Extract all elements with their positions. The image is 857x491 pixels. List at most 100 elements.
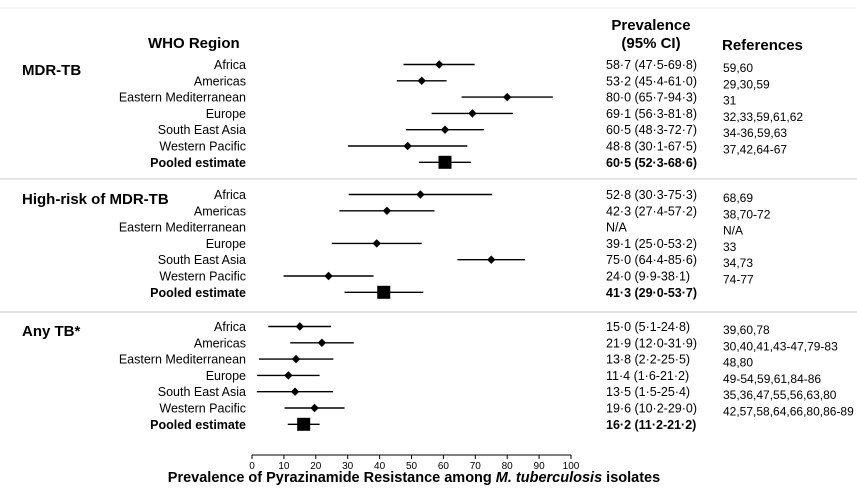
- region-label: Europe: [206, 237, 246, 251]
- x-tick-label: 100: [563, 461, 580, 472]
- reference-list: 29,30,59: [723, 77, 770, 91]
- reference-list: 48,80: [723, 356, 753, 370]
- point-estimate-diamond: [290, 387, 300, 396]
- region-label: Africa: [214, 188, 246, 202]
- reference-list: 30,40,41,43-47,79-83: [723, 339, 838, 353]
- prevalence-value: 19·6 (10·2-29·0): [606, 402, 697, 416]
- header-ci: (95% CI): [621, 35, 680, 52]
- point-estimate-diamond: [295, 322, 305, 331]
- x-axis-label-part: Prevalence of Pyrazinamide Resistance am…: [168, 470, 496, 486]
- point-estimate-diamond: [317, 338, 327, 347]
- point-estimate-diamond: [382, 206, 392, 215]
- prevalence-value: 48·8 (30·1-67·5): [606, 140, 697, 154]
- point-estimate-diamond: [416, 190, 425, 199]
- reference-list: 74-77: [723, 273, 754, 287]
- prevalence-value: 60·5 (52·3-68·6): [606, 156, 697, 170]
- x-tick-label: 50: [406, 461, 418, 472]
- point-estimate-diamond: [487, 255, 496, 264]
- prevalence-value: 42·3 (27·4-57·2): [606, 204, 697, 218]
- region-label: Western Pacific: [159, 270, 246, 284]
- pooled-label: Pooled estimate: [150, 156, 246, 170]
- region-label: Americas: [194, 336, 246, 350]
- prevalence-value: 58·7 (47·5-69·8): [606, 58, 697, 72]
- region-label: Africa: [214, 58, 246, 72]
- x-tick-label: 80: [502, 461, 514, 472]
- x-axis-label-part: M. tuberculosis: [496, 470, 602, 486]
- pooled-label: Pooled estimate: [150, 418, 246, 432]
- prevalence-value: 13·8 (2·2-25·5): [606, 353, 690, 367]
- prevalence-value: 75·0 (64·4-85·6): [606, 253, 697, 267]
- reference-list: 39,60,78: [723, 323, 770, 337]
- reference-list: 59,60: [723, 61, 753, 75]
- point-estimate-diamond: [468, 109, 477, 118]
- reference-list: 42,57,58,64,66,80,86-89: [723, 405, 854, 419]
- region-label: Western Pacific: [159, 402, 246, 416]
- pooled-label: Pooled estimate: [150, 286, 246, 300]
- group-title: Any TB*: [22, 323, 81, 340]
- point-estimate-diamond: [435, 60, 444, 69]
- reference-list: 33: [723, 240, 737, 254]
- prevalence-value: 69·1 (56·3-81·8): [606, 107, 697, 121]
- point-estimate-diamond: [324, 271, 333, 281]
- group-title: MDR-TB: [22, 62, 81, 79]
- region-label: Africa: [214, 320, 246, 334]
- pooled-square: [438, 155, 452, 169]
- reference-list: 34,73: [723, 256, 753, 270]
- reference-list: 31: [723, 94, 737, 108]
- prevalence-value: 60·5 (48·3-72·7): [606, 123, 697, 137]
- region-label: Eastern Mediterranean: [119, 221, 246, 235]
- reference-list: 32,33,59,61,62: [723, 110, 803, 124]
- region-label: Americas: [194, 74, 246, 88]
- point-estimate-diamond: [291, 354, 301, 364]
- reference-list: N/A: [723, 224, 743, 238]
- prevalence-value: 13·5 (1·5-25·4): [606, 385, 690, 399]
- point-estimate-diamond: [403, 141, 412, 151]
- prevalence-value: 24·0 (9·9-38·1): [606, 270, 690, 284]
- reference-list: 35,36,47,55,56,63,80: [723, 388, 837, 402]
- pooled-square: [377, 285, 391, 299]
- point-estimate-diamond: [310, 403, 319, 413]
- x-tick-label: 60: [438, 461, 450, 472]
- reference-list: 68,69: [723, 191, 753, 205]
- point-estimate-diamond: [284, 371, 293, 380]
- point-estimate-diamond: [503, 92, 512, 102]
- region-label: Americas: [194, 204, 246, 218]
- region-label: Eastern Mediterranean: [119, 91, 246, 105]
- point-estimate-diamond: [417, 76, 426, 85]
- reference-list: 34-36,59,63: [723, 126, 787, 140]
- region-label: South East Asia: [158, 123, 246, 137]
- x-tick-label: 30: [342, 461, 354, 472]
- x-tick-label: 0: [249, 461, 255, 472]
- region-label: Eastern Mediterranean: [119, 353, 246, 367]
- prevalence-value: 39·1 (25·0-53·2): [606, 237, 697, 251]
- header-references: References: [722, 37, 803, 54]
- point-estimate-diamond: [372, 239, 381, 248]
- reference-list: 49-54,59,61,84-86: [723, 372, 821, 386]
- x-tick-label: 10: [278, 461, 290, 472]
- prevalence-value: 52·8 (30·3-75·3): [606, 188, 697, 202]
- prevalence-value: 53·2 (45·4-61·0): [606, 74, 697, 88]
- region-label: South East Asia: [158, 253, 246, 267]
- prevalence-value: N/A: [606, 221, 628, 235]
- reference-list: 38,70-72: [723, 207, 771, 221]
- pooled-square: [297, 417, 311, 431]
- x-axis-label-part: isolates: [602, 470, 660, 486]
- prevalence-value: 21·9 (12·0-31·9): [606, 336, 697, 350]
- prevalence-value: 16·2 (11·2-21·2): [606, 418, 696, 432]
- prevalence-value: 41·3 (29·0-53·7): [606, 286, 697, 300]
- point-estimate-diamond: [440, 125, 450, 134]
- region-label: Europe: [206, 369, 246, 383]
- prevalence-value: 15·0 (5·1-24·8): [606, 320, 690, 334]
- region-label: South East Asia: [158, 385, 246, 399]
- x-axis-label: Prevalence of Pyrazinamide Resistance am…: [168, 470, 660, 486]
- prevalence-value: 11·4 (1·6-21·2): [606, 369, 689, 383]
- region-label: Western Pacific: [159, 140, 246, 154]
- x-tick-label: 40: [374, 461, 386, 472]
- header-region: WHO Region: [148, 35, 240, 52]
- header-prevalence: Prevalence: [611, 17, 690, 34]
- prevalence-value: 80·0 (65·7-94·3): [606, 91, 697, 105]
- x-tick-label: 20: [310, 461, 322, 472]
- reference-list: 37,42,64-67: [723, 143, 787, 157]
